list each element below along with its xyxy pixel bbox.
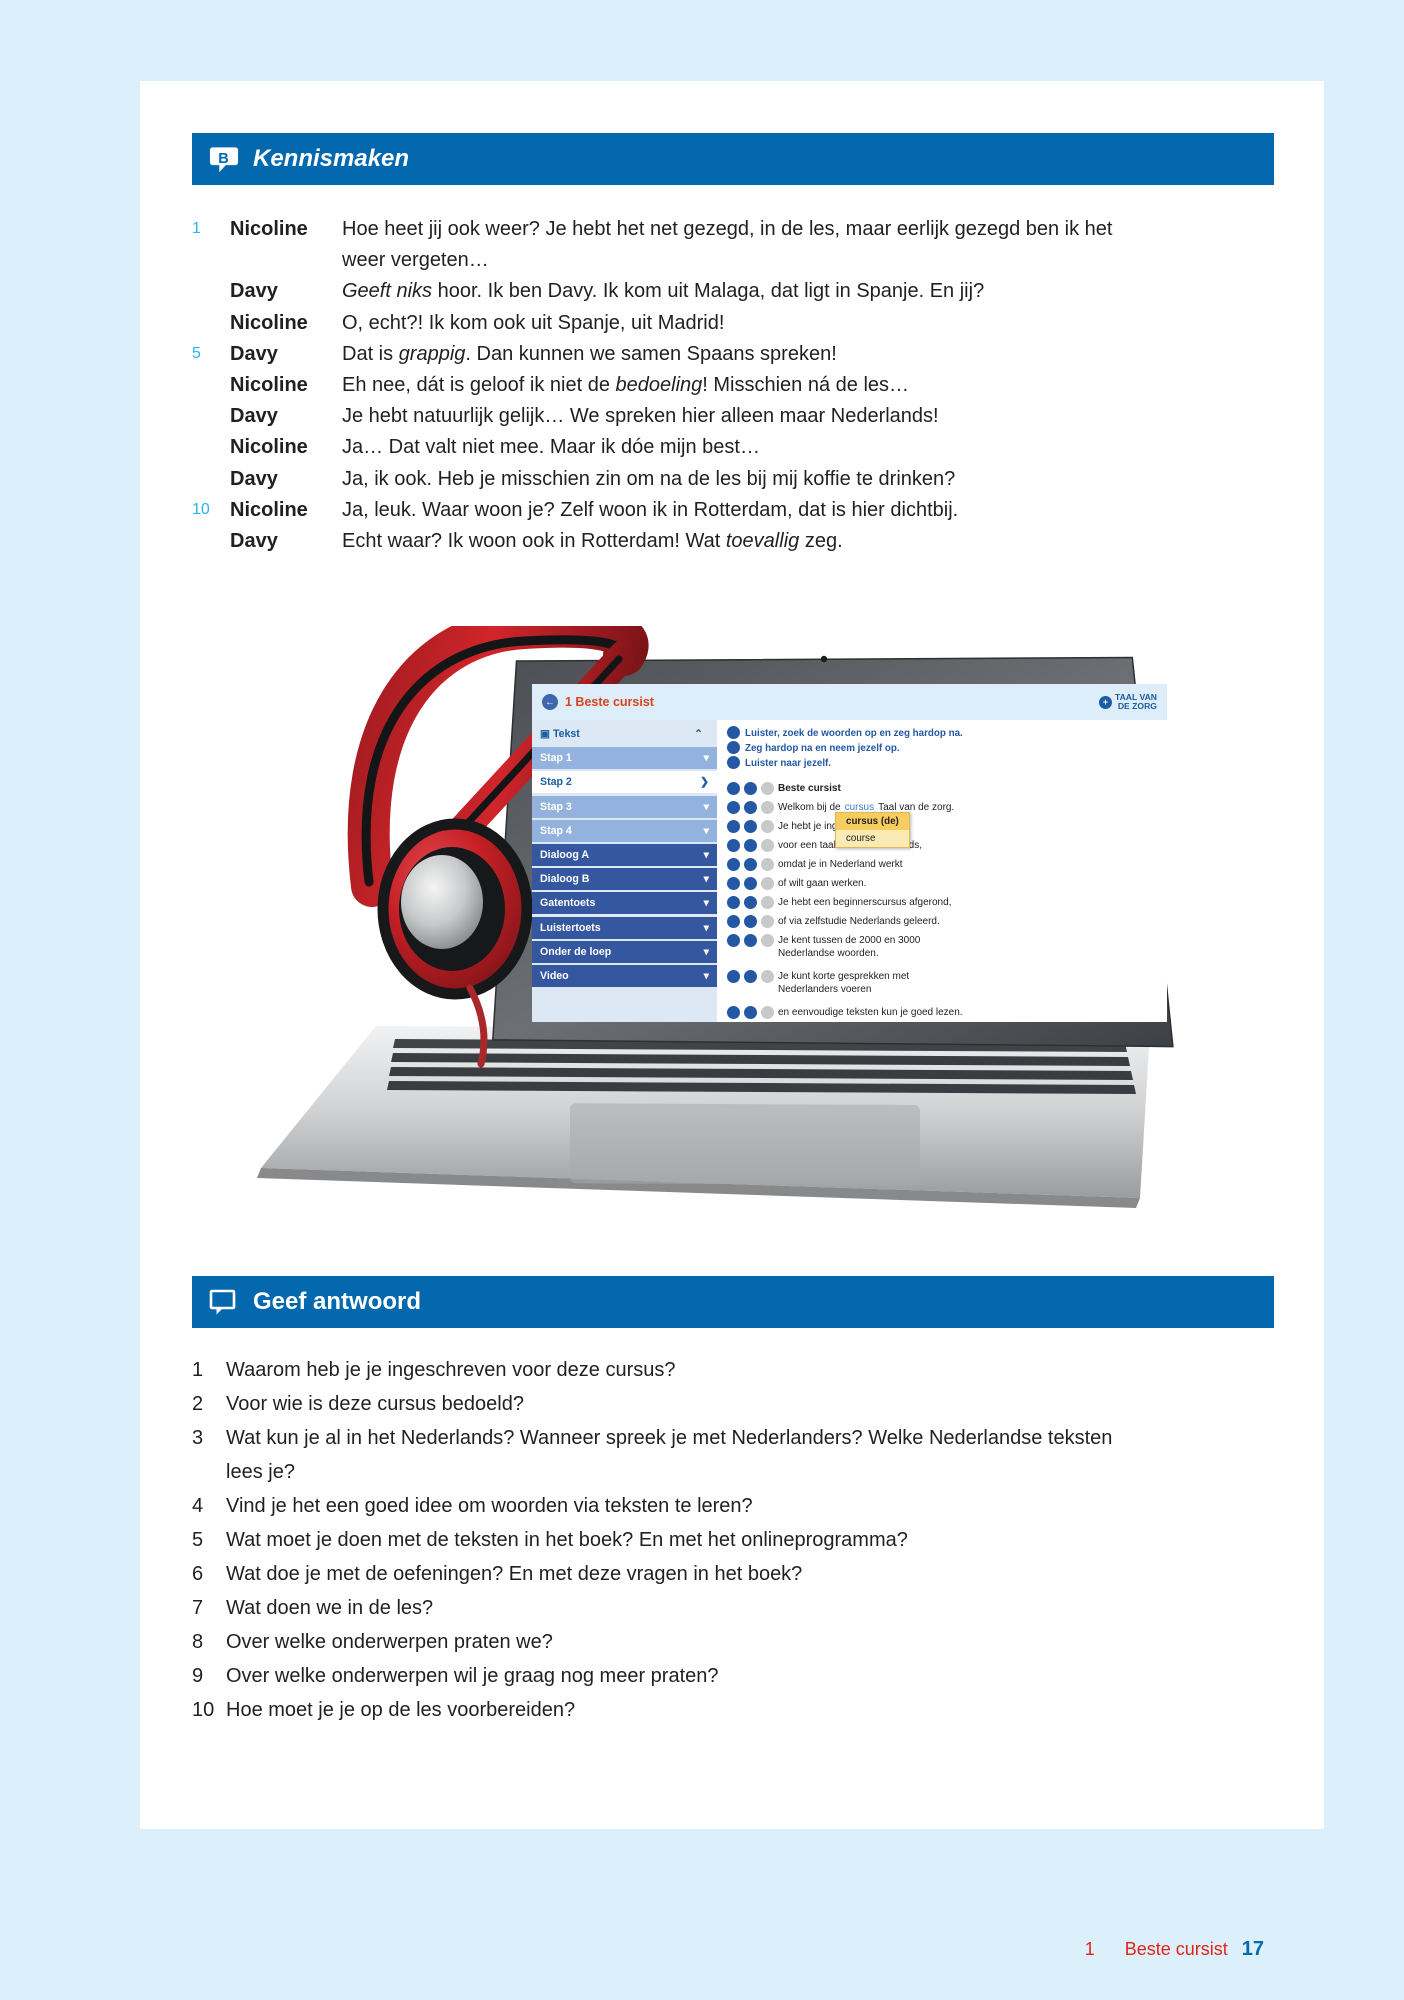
svg-text:B: B	[218, 150, 228, 166]
